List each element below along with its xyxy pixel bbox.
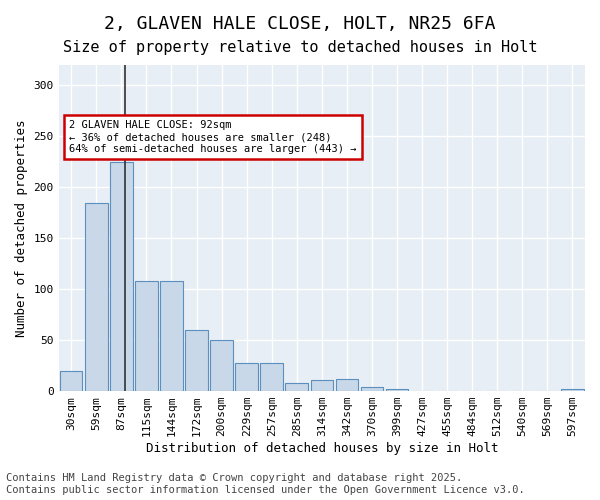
Bar xyxy=(235,362,258,391)
Bar xyxy=(110,162,133,391)
Bar xyxy=(311,380,333,391)
Text: 2 GLAVEN HALE CLOSE: 92sqm
← 36% of detached houses are smaller (248)
64% of sem: 2 GLAVEN HALE CLOSE: 92sqm ← 36% of deta… xyxy=(69,120,356,154)
Text: 2, GLAVEN HALE CLOSE, HOLT, NR25 6FA: 2, GLAVEN HALE CLOSE, HOLT, NR25 6FA xyxy=(104,15,496,33)
Bar xyxy=(85,202,107,391)
Bar xyxy=(386,389,409,391)
Bar xyxy=(286,383,308,391)
Bar xyxy=(561,389,584,391)
Bar xyxy=(135,281,158,391)
Bar xyxy=(335,379,358,391)
X-axis label: Distribution of detached houses by size in Holt: Distribution of detached houses by size … xyxy=(146,442,498,455)
Bar xyxy=(260,362,283,391)
Bar xyxy=(160,281,183,391)
Text: Contains HM Land Registry data © Crown copyright and database right 2025.
Contai: Contains HM Land Registry data © Crown c… xyxy=(6,474,525,495)
Text: Size of property relative to detached houses in Holt: Size of property relative to detached ho… xyxy=(63,40,537,55)
Y-axis label: Number of detached properties: Number of detached properties xyxy=(15,120,28,337)
Bar xyxy=(361,387,383,391)
Bar xyxy=(211,340,233,391)
Bar xyxy=(60,370,82,391)
Bar xyxy=(185,330,208,391)
